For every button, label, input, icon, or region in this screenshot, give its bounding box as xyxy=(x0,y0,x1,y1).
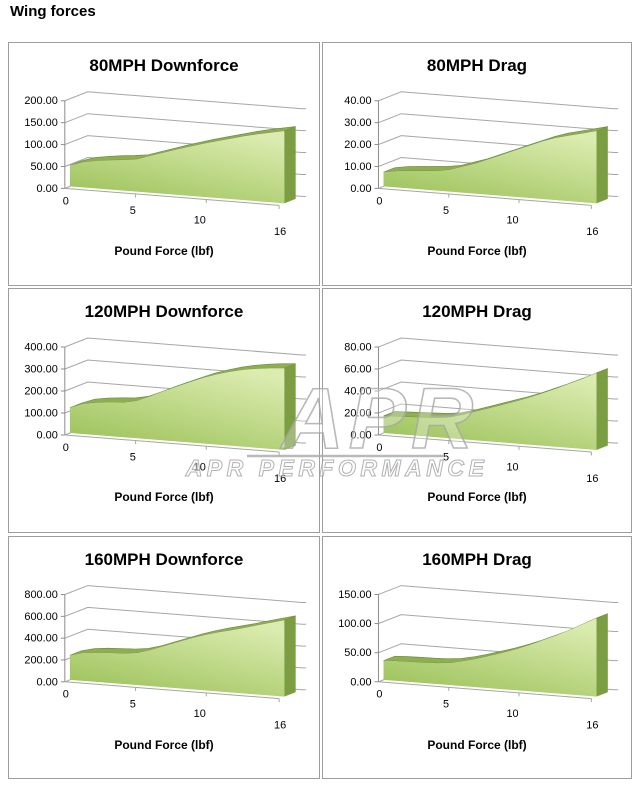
svg-text:0.00: 0.00 xyxy=(350,676,371,688)
svg-text:10.00: 10.00 xyxy=(344,161,371,173)
svg-text:100.00: 100.00 xyxy=(338,618,371,630)
svg-text:5: 5 xyxy=(130,452,136,464)
svg-text:10: 10 xyxy=(194,708,206,720)
svg-text:10: 10 xyxy=(507,215,519,227)
chart-panel-160mph-downforce: 160MPH Downforce 0.00 200.00 400.00 600.00 8… xyxy=(8,536,320,779)
svg-text:60.00: 60.00 xyxy=(344,363,371,375)
svg-text:50.00: 50.00 xyxy=(344,647,371,659)
svg-text:16: 16 xyxy=(274,719,286,731)
x-axis-title: Pound Force (lbf) xyxy=(427,244,527,258)
svg-text:5: 5 xyxy=(130,698,136,710)
area-chart: 0.00 200.00 400.00 600.00 800.00 0 5 10 16 xyxy=(24,585,307,731)
svg-text:40.00: 40.00 xyxy=(344,385,371,397)
svg-text:0: 0 xyxy=(376,195,382,207)
svg-text:10: 10 xyxy=(506,708,518,720)
chart-panel-120mph-downforce: 120MPH Downforce 0.00 100.00 200.00 300.00 4… xyxy=(8,288,320,533)
svg-text:16: 16 xyxy=(274,226,286,238)
svg-text:16: 16 xyxy=(586,226,598,238)
chart-title: 160MPH Drag xyxy=(422,550,532,569)
chart-panel-160mph-drag: 160MPH Drag 0.00 50.00 100.00 150.00 0 5 10 16 … xyxy=(322,536,632,779)
svg-text:0: 0 xyxy=(376,442,382,454)
svg-text:0.00: 0.00 xyxy=(350,429,371,441)
svg-text:0: 0 xyxy=(376,689,382,701)
area-chart: 0.00 50.00 100.00 150.00 200.00 0 5 10 16 xyxy=(24,91,307,238)
svg-text:150.00: 150.00 xyxy=(24,117,57,129)
svg-text:10: 10 xyxy=(194,461,206,473)
svg-text:800.00: 800.00 xyxy=(24,589,57,601)
svg-text:10: 10 xyxy=(506,461,518,473)
x-axis-title: Pound Force (lbf) xyxy=(427,738,527,752)
svg-text:100.00: 100.00 xyxy=(24,139,57,151)
svg-text:40.00: 40.00 xyxy=(344,95,371,107)
area-chart: 0.00 10.00 20.00 30.00 40.00 0 5 10 16 xyxy=(344,91,619,238)
svg-text:0: 0 xyxy=(63,195,69,207)
svg-text:200.00: 200.00 xyxy=(24,385,58,397)
chart-panel-120mph-drag: 120MPH Drag 0.00 20.00 40.00 60.00 80.00 0 5 10… xyxy=(322,288,632,533)
svg-text:16: 16 xyxy=(586,719,598,731)
svg-text:0.00: 0.00 xyxy=(37,183,58,195)
svg-text:100.00: 100.00 xyxy=(24,407,58,419)
svg-text:0.00: 0.00 xyxy=(350,183,371,195)
x-axis-title: Pound Force (lbf) xyxy=(114,244,214,258)
svg-text:80.00: 80.00 xyxy=(344,341,371,353)
area-chart: 0.00 100.00 200.00 300.00 400.00 0 5 10 16 xyxy=(24,337,307,485)
chart-panel-80mph-downforce: 80MPH Downforce 0.00 50.00 100.00 150.00 200… xyxy=(8,42,320,286)
svg-text:16: 16 xyxy=(274,473,286,485)
x-axis-title: Pound Force (lbf) xyxy=(427,490,527,504)
svg-text:20.00: 20.00 xyxy=(344,139,371,151)
svg-text:5: 5 xyxy=(443,698,449,710)
svg-text:0.00: 0.00 xyxy=(37,676,58,688)
chart-panel-80mph-drag: 80MPH Drag 0.00 10.00 20.00 30.00 40.00 0 5 10 1… xyxy=(322,42,632,286)
chart-title: 120MPH Downforce xyxy=(84,302,244,321)
svg-text:400.00: 400.00 xyxy=(24,633,57,645)
svg-text:16: 16 xyxy=(586,473,598,485)
svg-text:200.00: 200.00 xyxy=(24,95,57,107)
svg-text:0: 0 xyxy=(63,442,69,454)
svg-text:5: 5 xyxy=(443,205,449,217)
chart-title: 160MPH Downforce xyxy=(84,550,244,569)
svg-text:400.00: 400.00 xyxy=(24,341,58,353)
chart-title: 80MPH Downforce xyxy=(89,56,239,75)
svg-text:5: 5 xyxy=(130,205,136,217)
svg-text:600.00: 600.00 xyxy=(24,611,57,623)
x-axis-title: Pound Force (lbf) xyxy=(114,490,214,504)
svg-text:20.00: 20.00 xyxy=(344,407,371,419)
svg-text:5: 5 xyxy=(443,452,449,464)
svg-text:0.00: 0.00 xyxy=(37,429,58,441)
chart-title: 120MPH Drag xyxy=(422,302,532,321)
svg-text:0: 0 xyxy=(63,689,69,701)
svg-text:300.00: 300.00 xyxy=(24,363,58,375)
x-axis-title: Pound Force (lbf) xyxy=(114,738,214,752)
area-chart: 0.00 20.00 40.00 60.00 80.00 0 5 10 16 xyxy=(344,337,619,485)
chart-title: 80MPH Drag xyxy=(426,56,528,75)
page-title: Wing forces xyxy=(10,3,96,20)
svg-text:10: 10 xyxy=(194,215,206,227)
svg-text:150.00: 150.00 xyxy=(338,589,371,601)
svg-text:200.00: 200.00 xyxy=(24,654,57,666)
svg-text:50.00: 50.00 xyxy=(30,161,57,173)
area-chart: 0.00 50.00 100.00 150.00 0 5 10 16 xyxy=(338,585,619,731)
svg-text:30.00: 30.00 xyxy=(344,117,371,129)
